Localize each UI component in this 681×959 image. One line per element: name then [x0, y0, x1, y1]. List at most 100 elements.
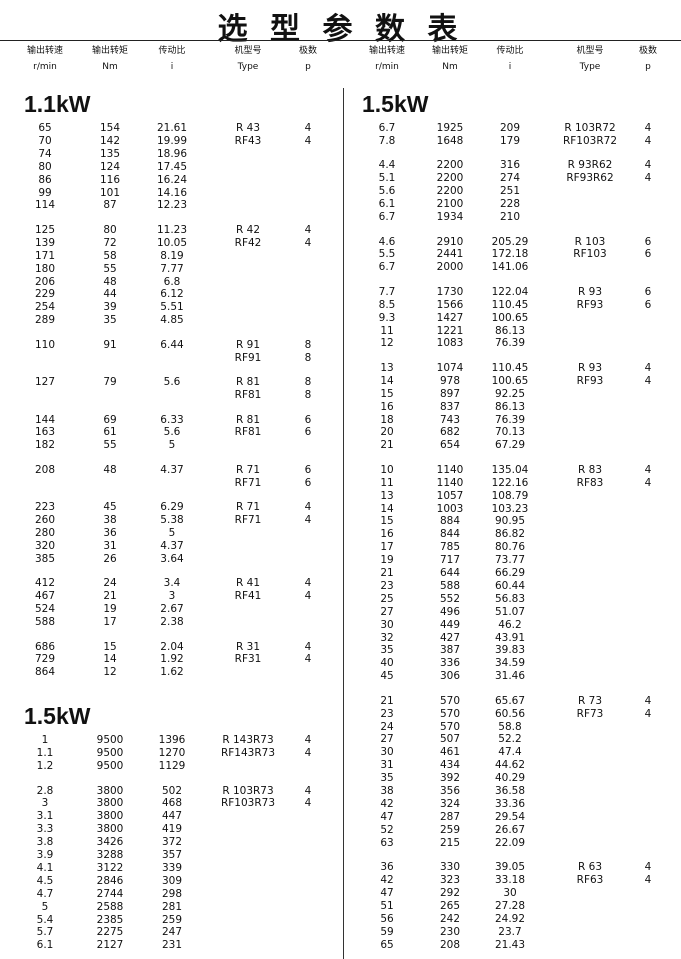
- cell-type: R 83: [578, 463, 602, 476]
- cell-torque: 72: [103, 236, 117, 249]
- cell-torque: 3288: [96, 849, 124, 861]
- cell-torque: 884: [439, 515, 461, 528]
- cell-torque: 2200: [436, 185, 464, 198]
- cell-poles: 4: [304, 640, 312, 653]
- cell-speed: 42: [380, 797, 394, 810]
- header-unit: Nm: [102, 62, 118, 72]
- cell-speed: 4.5: [36, 874, 54, 887]
- cell-ratio: 502: [161, 784, 183, 797]
- cell-speed: 86: [38, 173, 52, 186]
- cell-poles: 4: [304, 653, 312, 666]
- cell-speed: 23: [380, 707, 394, 720]
- cell-poles: 6: [644, 298, 652, 311]
- cell-type: R 63: [578, 861, 602, 874]
- header-name: 输出转速: [26, 46, 64, 56]
- cell-speed: 19: [380, 554, 394, 567]
- cell-torque: 2275: [96, 926, 124, 939]
- cell-torque: 743: [439, 413, 461, 426]
- cell-speed: 3: [41, 797, 49, 810]
- cell-speed: 139: [34, 236, 56, 249]
- header-unit: i: [170, 62, 174, 72]
- cell-speed: 42: [380, 874, 394, 886]
- cell-ratio: 5: [168, 439, 176, 452]
- cell-speed: 27: [380, 733, 394, 746]
- cell-type: RF103R73: [220, 797, 276, 810]
- cell-speed: 5: [41, 900, 49, 913]
- cell-poles: 4: [644, 159, 652, 172]
- cell-speed: 289: [34, 314, 56, 327]
- cell-ratio: 58.8: [498, 720, 522, 733]
- cell-speed: 3.8: [36, 836, 54, 849]
- cell-speed: 320: [34, 539, 56, 552]
- cell-torque: 215: [439, 836, 461, 849]
- cell-poles: 6: [304, 463, 312, 476]
- cell-speed: 260: [34, 514, 56, 527]
- cell-torque: 785: [439, 541, 461, 554]
- power-heading: 1.1kW: [24, 91, 91, 117]
- cell-type: RF71: [234, 514, 262, 527]
- cell-ratio: 26.67: [494, 823, 526, 836]
- cell-poles: 6: [304, 413, 312, 426]
- cell-speed: 7.7: [378, 285, 396, 298]
- cell-torque: 9500: [96, 747, 124, 760]
- cell-ratio: 247: [161, 926, 183, 939]
- cell-speed: 729: [34, 653, 56, 666]
- cell-ratio: 19.99: [156, 134, 188, 147]
- cell-poles: 4: [304, 784, 312, 797]
- cell-speed: 467: [34, 590, 56, 603]
- cell-torque: 48: [103, 275, 117, 288]
- cell-speed: 15: [380, 515, 394, 528]
- cell-ratio: 66.29: [494, 567, 526, 579]
- cell-speed: 6.7: [378, 211, 396, 223]
- cell-torque: 2910: [436, 235, 464, 248]
- header-name: 输出转矩: [91, 46, 129, 56]
- cell-poles: 4: [644, 172, 652, 185]
- cell-torque: 61: [103, 426, 117, 439]
- cell-torque: 69: [103, 413, 117, 426]
- cell-ratio: 172.18: [491, 248, 529, 261]
- cell-ratio: 3.64: [160, 552, 184, 565]
- cell-torque: 449: [439, 618, 461, 631]
- cell-torque: 1427: [436, 311, 464, 324]
- cell-speed: 254: [34, 301, 56, 314]
- header-unit: Nm: [442, 62, 458, 72]
- cell-torque: 3800: [96, 823, 124, 836]
- cell-ratio: 51.07: [494, 605, 526, 618]
- power-heading: 1.5kW: [24, 703, 91, 730]
- header-unit: Type: [579, 62, 601, 72]
- cell-speed: 74: [38, 147, 52, 160]
- cell-speed: 47: [380, 810, 394, 823]
- cell-poles: 4: [304, 223, 312, 236]
- cell-speed: 12: [380, 337, 394, 350]
- cell-speed: 23: [380, 579, 394, 592]
- cell-ratio: 60.56: [494, 707, 526, 720]
- header-unit: Type: [237, 62, 259, 72]
- cell-torque: 135: [99, 147, 121, 160]
- cell-type: RF103R72: [562, 134, 618, 147]
- cell-speed: 686: [34, 640, 56, 653]
- cell-ratio: 4.37: [160, 463, 184, 476]
- cell-speed: 4.7: [36, 887, 54, 900]
- header-unit: i: [508, 62, 512, 72]
- cell-type: RF73: [576, 707, 604, 720]
- cell-speed: 524: [34, 603, 56, 616]
- cell-speed: 5.7: [36, 926, 54, 939]
- cell-torque: 3122: [96, 861, 124, 874]
- cell-speed: 51: [380, 899, 394, 912]
- cell-type: RF93R62: [566, 172, 614, 185]
- cell-type: RF81: [234, 389, 262, 401]
- cell-ratio: 103.23: [491, 502, 529, 515]
- cell-torque: 26: [103, 552, 117, 565]
- cell-torque: 330: [439, 861, 461, 874]
- title: 选 型 参 数 表: [217, 12, 464, 47]
- cell-type: RF93: [576, 298, 604, 311]
- cell-ratio: 5.38: [160, 514, 184, 527]
- cell-speed: 7.8: [378, 134, 396, 147]
- cell-type: R 103: [574, 235, 606, 248]
- cell-torque: 9500: [96, 734, 124, 747]
- cell-speed: 21: [380, 567, 394, 579]
- cell-ratio: 110.45: [491, 298, 529, 311]
- cell-ratio: 92.25: [494, 387, 526, 400]
- cell-torque: 44: [103, 288, 117, 301]
- cell-speed: 3.9: [36, 849, 54, 861]
